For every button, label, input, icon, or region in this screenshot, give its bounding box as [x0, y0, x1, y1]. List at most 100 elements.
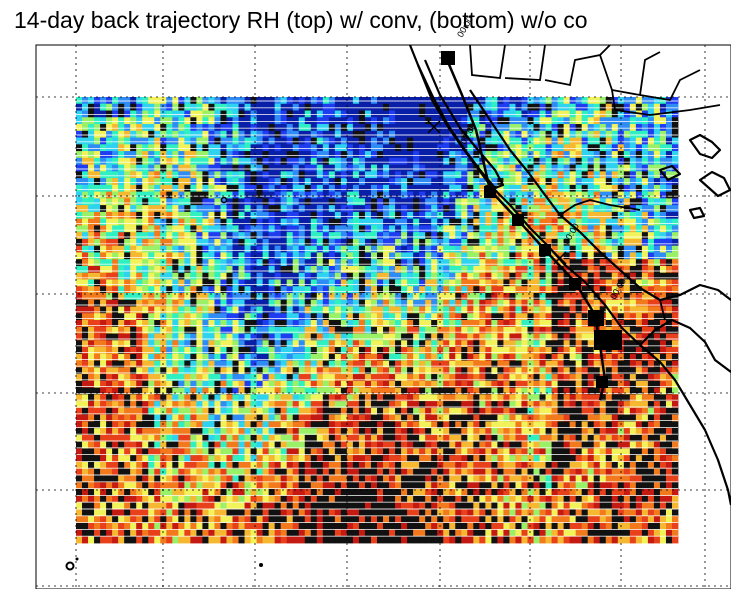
heatmap-cell — [383, 218, 390, 226]
heatmap-cell — [124, 326, 131, 334]
heatmap-cell — [106, 320, 113, 328]
heatmap-cell — [545, 353, 552, 361]
heatmap-cell — [214, 144, 221, 152]
heatmap-cell — [310, 313, 318, 321]
heatmap-cell — [334, 238, 342, 247]
heatmap-cell — [262, 205, 270, 213]
heatmap-cell — [220, 326, 227, 334]
heatmap-cell — [154, 401, 161, 409]
heatmap-cell — [280, 340, 288, 348]
heatmap-cell — [118, 245, 125, 253]
heatmap-cell — [208, 259, 215, 267]
heatmap-cell — [244, 259, 251, 267]
heatmap-cell — [220, 211, 227, 220]
heatmap-cell — [328, 259, 336, 267]
heatmap-cell — [521, 144, 528, 152]
heatmap-cell — [262, 407, 270, 416]
heatmap-cell — [575, 252, 583, 260]
heatmap-cell — [431, 110, 438, 118]
heatmap-cell — [641, 428, 649, 436]
heatmap-cell — [346, 292, 354, 301]
heatmap-cell — [659, 103, 667, 111]
heatmap-cell — [425, 144, 432, 152]
heatmap-cell — [232, 110, 239, 118]
heatmap-cell — [449, 218, 456, 226]
heatmap-cell — [154, 421, 161, 429]
heatmap-cell — [587, 347, 595, 355]
heatmap-cell — [461, 286, 468, 294]
heatmap-cell — [370, 387, 378, 395]
heatmap-cell — [401, 407, 408, 416]
heatmap-cell — [184, 313, 191, 321]
heatmap-cell — [94, 374, 101, 382]
heatmap-cell — [593, 211, 601, 220]
heatmap-cell — [551, 151, 558, 159]
heatmap-cell — [364, 380, 372, 388]
heatmap-cell — [268, 184, 276, 193]
heatmap-cell — [419, 238, 426, 247]
heatmap-cell — [190, 306, 197, 314]
heatmap-cell — [304, 414, 312, 422]
heatmap-cell — [340, 103, 348, 111]
heatmap-cell — [310, 286, 318, 294]
heatmap-cell — [292, 394, 300, 402]
heatmap-cell — [220, 279, 227, 287]
heatmap-cell — [665, 299, 673, 307]
heatmap-cell — [491, 326, 498, 334]
heatmap-cell — [340, 144, 348, 152]
heatmap-cell — [370, 259, 378, 267]
heatmap-cell — [82, 292, 89, 301]
heatmap-cell — [449, 414, 456, 422]
heatmap-cell — [527, 428, 534, 436]
heatmap-cell — [292, 137, 300, 145]
heatmap-cell — [659, 414, 667, 422]
heatmap-cell — [172, 299, 179, 307]
heatmap-cell — [292, 184, 300, 193]
heatmap-cell — [340, 252, 348, 260]
heatmap-cell — [629, 137, 637, 145]
heatmap-cell — [599, 292, 607, 301]
heatmap-cell — [250, 353, 257, 361]
heatmap-cell — [106, 313, 113, 321]
heatmap-cell — [635, 184, 643, 193]
heatmap-cell — [395, 238, 402, 247]
heatmap-cell — [395, 421, 402, 429]
heatmap-cell — [334, 380, 342, 388]
heatmap-cell — [449, 198, 456, 206]
heatmap-cell — [268, 299, 276, 307]
heatmap-cell — [671, 265, 679, 274]
heatmap-cell — [358, 265, 366, 274]
heatmap-cell — [551, 272, 558, 280]
heatmap-cell — [491, 279, 498, 287]
heatmap-cell — [533, 191, 540, 199]
heatmap-cell — [449, 103, 456, 111]
heatmap-cell — [334, 184, 342, 193]
heatmap-cell — [431, 225, 438, 233]
heatmap-cell — [611, 164, 619, 172]
heatmap-cell — [407, 110, 414, 118]
heatmap-cell — [419, 205, 426, 213]
heatmap-cell — [226, 238, 233, 247]
heatmap-cell — [130, 279, 137, 287]
heatmap-cell — [407, 232, 414, 240]
heatmap-cell — [479, 299, 486, 307]
heatmap-cell — [352, 360, 360, 368]
heatmap-cell — [443, 218, 450, 226]
heatmap-cell — [364, 279, 372, 287]
heatmap-cell — [196, 299, 203, 307]
heatmap-cell — [545, 151, 552, 159]
heatmap-cell — [623, 353, 631, 361]
heatmap-cell — [659, 340, 667, 348]
heatmap-cell — [76, 333, 83, 341]
heatmap-cell — [413, 428, 420, 436]
heatmap-cell — [545, 171, 552, 179]
heatmap-cell — [611, 374, 619, 382]
heatmap-cell — [383, 178, 390, 186]
heatmap-cell — [599, 198, 607, 206]
heatmap-cell — [220, 353, 227, 361]
heatmap-cell — [322, 313, 330, 321]
heatmap-cell — [250, 191, 257, 199]
heatmap-cell — [160, 286, 167, 294]
heatmap-cell — [425, 205, 432, 213]
heatmap-cell — [148, 198, 155, 206]
